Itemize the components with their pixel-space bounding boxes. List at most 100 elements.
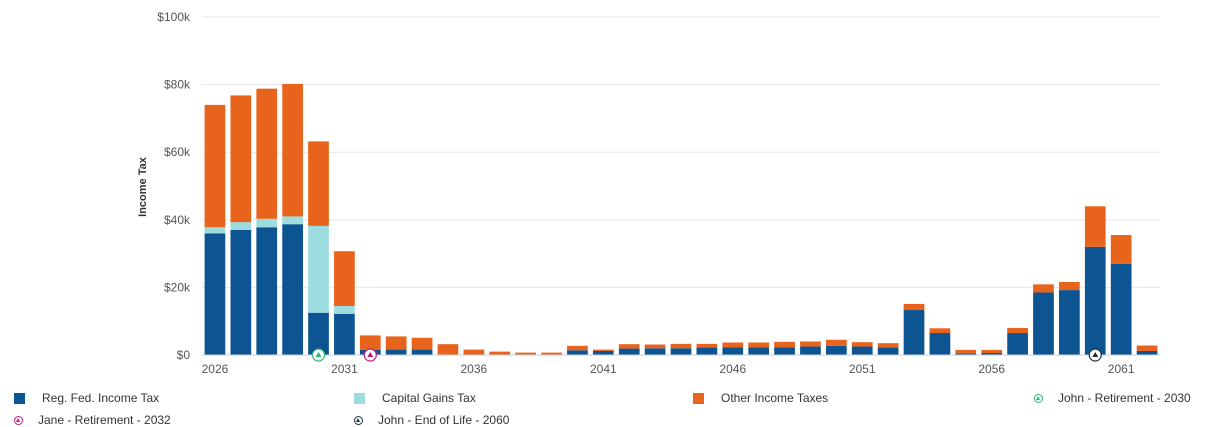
bar-series	[204, 83, 1158, 355]
legend-label: Other Income Taxes	[721, 391, 829, 405]
bar-segment	[774, 341, 795, 348]
bar-segment	[1084, 206, 1106, 247]
bar-segment	[1136, 345, 1158, 351]
bar-segment	[748, 347, 770, 355]
bar-segment	[618, 344, 640, 349]
x-tick-label: 2041	[590, 362, 617, 376]
legend-swatch	[354, 392, 365, 404]
bar-segment	[541, 352, 562, 355]
bar-segment	[230, 222, 252, 230]
event-marker-icon	[1088, 348, 1102, 362]
bar-segment	[567, 350, 588, 355]
bar-segment	[722, 342, 744, 348]
legend-item-reg-fed-income-tax[interactable]: Reg. Fed. Income Tax	[14, 391, 159, 405]
y-tick-label: $20k	[164, 280, 191, 294]
x-tick-label: 2051	[849, 362, 876, 376]
bar-segment	[1110, 235, 1132, 264]
bar-segment	[1059, 281, 1080, 291]
bar-segment	[204, 233, 226, 355]
bar-segment	[618, 348, 640, 355]
bar-segment	[256, 88, 278, 219]
legend-item-capital-gains-tax[interactable]: Capital Gains Tax	[354, 391, 476, 405]
bar-segment	[308, 141, 329, 226]
bar-segment	[1136, 350, 1158, 355]
bar-segment	[1110, 263, 1132, 355]
bar-segment	[334, 251, 355, 306]
legend-label: Reg. Fed. Income Tax	[42, 391, 160, 405]
bar-segment	[929, 328, 951, 334]
bar-segment	[1084, 246, 1106, 355]
x-axis-ticks: 2026 2031 2036 2041 2046 2051 2056 2061	[202, 362, 1135, 376]
bar-segment	[774, 347, 795, 355]
y-tick-label: $80k	[164, 78, 191, 92]
legend-label: Capital Gains Tax	[382, 391, 476, 405]
bar-segment	[256, 227, 278, 355]
bar-segment	[204, 104, 226, 228]
y-axis-title: Income Tax	[137, 156, 149, 217]
bar-segment	[670, 348, 692, 355]
legend-label: John - Retirement - 2030	[1058, 391, 1191, 405]
bar-segment	[567, 345, 588, 351]
bar-segment	[851, 346, 873, 355]
gridlines	[202, 16, 1160, 288]
event-marker-icon	[311, 348, 326, 362]
up-triangle-circle-icon	[14, 415, 23, 425]
y-tick-label: $40k	[164, 213, 191, 227]
y-tick-label: $0	[177, 348, 191, 362]
bar-segment	[282, 216, 303, 225]
event-markers	[311, 348, 1102, 362]
legend-swatch	[14, 392, 25, 404]
legend: Reg. Fed. Income Tax Capital Gains Tax O…	[0, 384, 1206, 427]
legend-item-john-retirement[interactable]: John - Retirement - 2030	[1034, 391, 1191, 405]
bar-segment	[644, 344, 666, 349]
up-triangle-circle-icon	[1034, 393, 1043, 403]
legend-item-other-income-taxes[interactable]: Other Income Taxes	[693, 391, 828, 405]
bar-segment	[825, 345, 847, 355]
x-tick-label: 2056	[978, 362, 1005, 376]
up-triangle-circle-icon	[354, 415, 363, 425]
marker-triangle	[1092, 352, 1099, 357]
bar-segment	[644, 348, 666, 355]
bar-segment	[696, 347, 718, 355]
bar-segment	[1007, 333, 1028, 355]
bar-segment	[385, 349, 407, 355]
bar-segment	[955, 353, 977, 355]
bar-segment	[825, 339, 847, 346]
bar-segment	[411, 349, 433, 355]
legend-label: John - End of Life - 2060	[378, 413, 510, 427]
marker-triangle	[315, 352, 322, 357]
event-marker-icon	[363, 348, 377, 362]
bar-segment	[670, 343, 692, 349]
legend-item-jane-retirement[interactable]: Jane - Retirement - 2032	[14, 413, 171, 427]
bar-segment	[851, 342, 873, 347]
bar-segment	[592, 350, 614, 355]
bar-segment	[722, 347, 744, 355]
y-tick-label: $60k	[164, 145, 191, 159]
bar-segment	[437, 344, 459, 355]
bar-segment	[308, 225, 329, 313]
bar-segment	[1033, 284, 1054, 293]
bar-segment	[204, 227, 226, 234]
legend-label: Jane - Retirement - 2032	[38, 413, 171, 427]
bar-segment	[1033, 292, 1054, 355]
bar-segment	[748, 342, 770, 348]
bar-segment	[929, 333, 951, 355]
bar-segment	[903, 303, 925, 311]
marker-triangle	[367, 352, 374, 357]
legend-swatch	[693, 392, 704, 404]
x-tick-label: 2046	[719, 362, 746, 376]
bar-segment	[256, 218, 278, 228]
bar-segment	[592, 349, 614, 351]
bar-segment	[877, 347, 899, 355]
bar-segment	[515, 352, 536, 355]
bar-segment	[282, 224, 303, 355]
bar-segment	[877, 343, 899, 348]
bar-segment	[308, 312, 329, 355]
x-tick-label: 2036	[461, 362, 488, 376]
legend-item-john-end-of-life[interactable]: John - End of Life - 2060	[354, 413, 509, 427]
bar-segment	[385, 336, 407, 350]
bar-segment	[903, 310, 925, 355]
bar-segment	[359, 335, 381, 350]
bar-segment	[981, 349, 1003, 353]
